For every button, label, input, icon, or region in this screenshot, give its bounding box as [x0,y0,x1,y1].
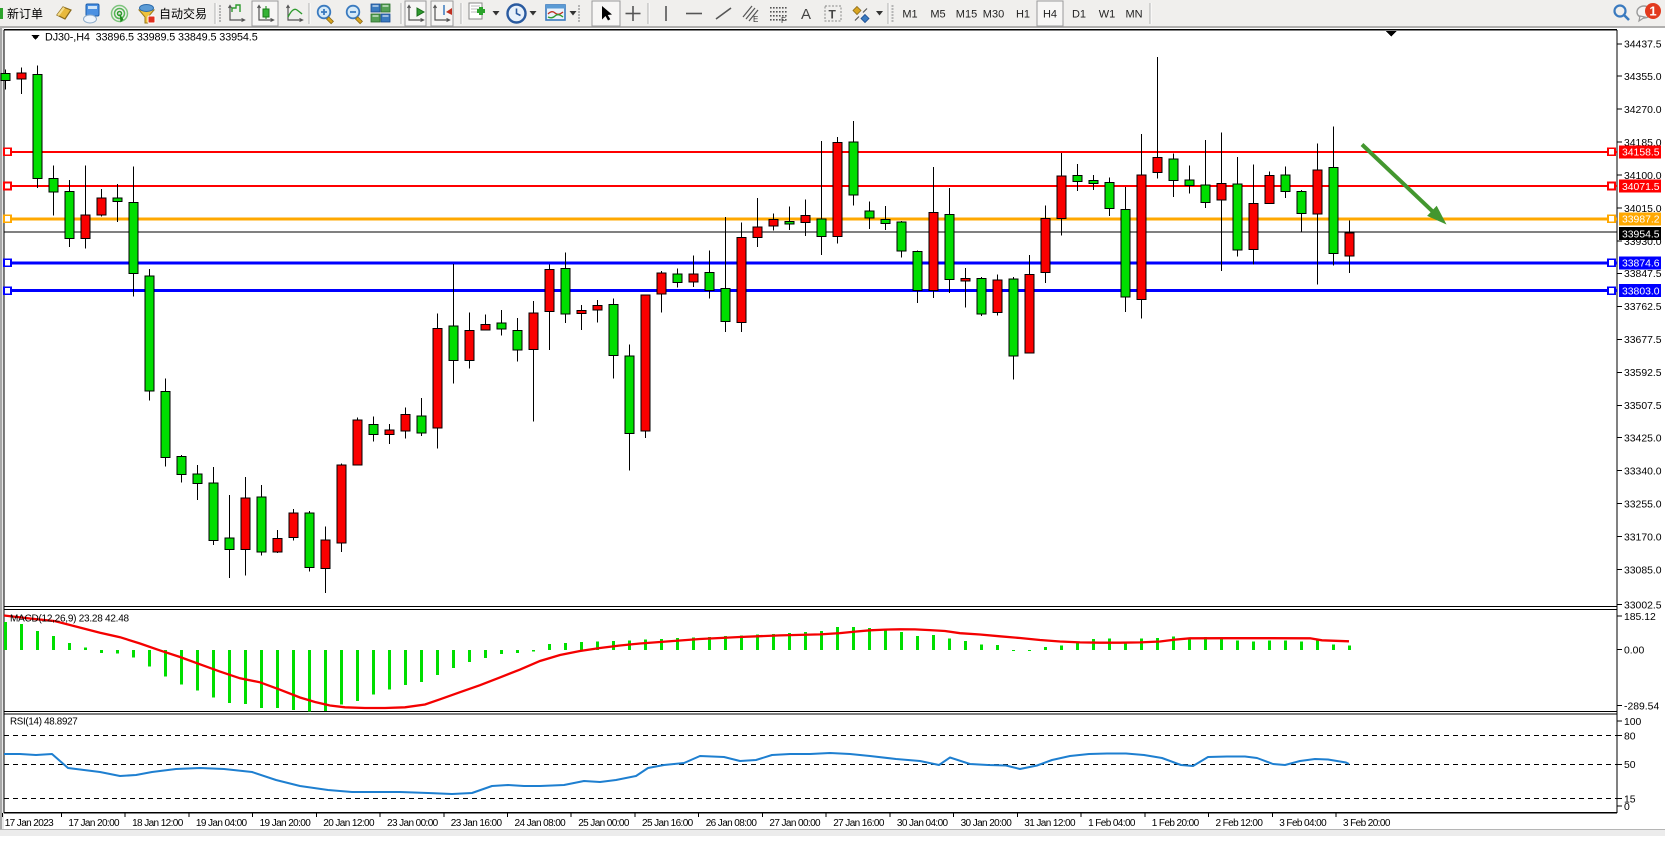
svg-text:MN: MN [1125,9,1142,21]
svg-text:23 Jan 16:00: 23 Jan 16:00 [451,818,503,829]
svg-text:M1: M1 [902,9,917,21]
svg-text:33874.6: 33874.6 [1622,259,1660,270]
svg-text:RSI(14) 48.8927: RSI(14) 48.8927 [10,717,77,728]
svg-text:50: 50 [1624,760,1636,771]
svg-text:33987.2: 33987.2 [1622,215,1660,226]
svg-text:F: F [781,16,786,25]
svg-text:M5: M5 [930,9,945,21]
svg-text:25 Jan 16:00: 25 Jan 16:00 [642,818,694,829]
svg-text:0.00: 0.00 [1624,646,1644,657]
svg-text:27 Jan 16:00: 27 Jan 16:00 [833,818,885,829]
svg-text:H1: H1 [1016,9,1030,21]
svg-text:T: T [829,8,837,22]
svg-text:23 Jan 00:00: 23 Jan 00:00 [387,818,439,829]
svg-text:33803.0: 33803.0 [1622,286,1660,297]
svg-text:34185.0: 34185.0 [1624,138,1662,149]
svg-text:-289.54: -289.54 [1624,701,1659,712]
svg-text:DJ30-,H4 33896.5 33989.5 3384: DJ30-,H4 33896.5 33989.5 33849.5 33954.5 [45,32,258,44]
svg-text:24 Jan 08:00: 24 Jan 08:00 [515,818,567,829]
svg-text:17 Jan 2023: 17 Jan 2023 [5,818,54,829]
svg-text:E: E [753,15,758,24]
svg-text:18 Jan 12:00: 18 Jan 12:00 [132,818,184,829]
svg-text:M15: M15 [956,9,977,21]
svg-text:100: 100 [1624,717,1642,728]
svg-text:33847.5: 33847.5 [1624,269,1662,280]
svg-text:33762.5: 33762.5 [1624,302,1662,313]
svg-text:3 Feb 04:00: 3 Feb 04:00 [1279,818,1327,829]
svg-text:33002.5: 33002.5 [1624,600,1662,611]
svg-text:H4: H4 [1043,9,1057,21]
svg-text:30 Jan 04:00: 30 Jan 04:00 [897,818,949,829]
svg-text:D1: D1 [1072,9,1086,21]
svg-text:80: 80 [1624,731,1636,742]
svg-text:34437.5: 34437.5 [1624,40,1662,51]
svg-text:34270.0: 34270.0 [1624,105,1662,116]
svg-text:30 Jan 20:00: 30 Jan 20:00 [961,818,1013,829]
svg-text:33425.0: 33425.0 [1624,433,1662,444]
svg-text:1 Feb 04:00: 1 Feb 04:00 [1088,818,1136,829]
svg-text:M30: M30 [983,9,1004,21]
svg-text:31 Jan 12:00: 31 Jan 12:00 [1024,818,1076,829]
svg-text:33930.0: 33930.0 [1624,237,1662,248]
svg-text:27 Jan 00:00: 27 Jan 00:00 [769,818,821,829]
svg-text:15: 15 [1624,794,1636,805]
svg-text:MACD(12,26,9) 23.28 42.48: MACD(12,26,9) 23.28 42.48 [10,614,130,625]
svg-text:33170.0: 33170.0 [1624,532,1662,543]
svg-text:0: 0 [1624,802,1630,813]
svg-text:34015.0: 34015.0 [1624,204,1662,215]
svg-text:33340.0: 33340.0 [1624,466,1662,477]
svg-text:19 Jan 20:00: 19 Jan 20:00 [260,818,312,829]
svg-text:33954.5: 33954.5 [1622,229,1660,240]
svg-text:自动交易: 自动交易 [159,6,207,21]
svg-text:2 Feb 12:00: 2 Feb 12:00 [1216,818,1264,829]
svg-text:1: 1 [1649,4,1656,19]
svg-text:33592.5: 33592.5 [1624,368,1662,379]
svg-text:17 Jan 20:00: 17 Jan 20:00 [68,818,120,829]
svg-text:34355.0: 34355.0 [1624,72,1662,83]
svg-text:19 Jan 04:00: 19 Jan 04:00 [196,818,248,829]
svg-text:A: A [801,6,811,23]
svg-text:33507.5: 33507.5 [1624,401,1662,412]
svg-text:34100.0: 34100.0 [1624,171,1662,182]
svg-text:3 Feb 20:00: 3 Feb 20:00 [1343,818,1391,829]
svg-text:25 Jan 00:00: 25 Jan 00:00 [578,818,630,829]
svg-text:新订单: 新订单 [7,6,43,21]
svg-text:33255.0: 33255.0 [1624,499,1662,510]
svg-text:185.12: 185.12 [1624,612,1656,623]
svg-text:26 Jan 08:00: 26 Jan 08:00 [706,818,758,829]
svg-text:34158.5: 34158.5 [1622,148,1660,159]
svg-text:W1: W1 [1099,9,1116,21]
svg-text:20 Jan 12:00: 20 Jan 12:00 [323,818,375,829]
svg-text:1 Feb 20:00: 1 Feb 20:00 [1152,818,1200,829]
svg-text:34071.5: 34071.5 [1622,182,1660,193]
svg-text:33085.0: 33085.0 [1624,566,1662,577]
svg-text:33677.5: 33677.5 [1624,335,1662,346]
